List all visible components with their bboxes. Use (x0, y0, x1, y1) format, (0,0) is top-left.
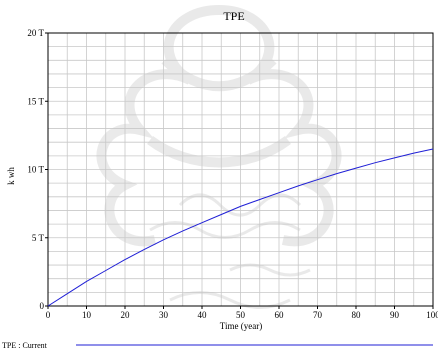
x-tick-label: 70 (313, 310, 323, 320)
y-tick-label: 15 T (27, 96, 44, 106)
x-tick-label: 20 (121, 310, 131, 320)
y-tick-label: 20 T (27, 28, 44, 38)
y-tick-label: 10 T (27, 165, 44, 175)
y-tick-label: 0 (40, 301, 45, 311)
y-axis-label: k wh (6, 167, 16, 185)
legend-label: TPE : Current (2, 341, 48, 350)
x-tick-label: 50 (236, 310, 246, 320)
series-layer (47, 148, 434, 307)
x-tick-label: 60 (275, 310, 285, 320)
x-tick-label: 100 (426, 310, 438, 320)
legend: TPE : Current (2, 341, 433, 350)
x-tick-label: 30 (159, 310, 169, 320)
x-tick-label: 40 (198, 310, 208, 320)
axes: 0 10 20 30 40 50 60 70 80 90 100 0 5 T 10 T 15 T 20 T (27, 28, 438, 320)
x-tick-label: 90 (390, 310, 400, 320)
x-tick-label: 80 (352, 310, 362, 320)
x-tick-label: 0 (46, 310, 51, 320)
x-tick-label: 10 (82, 310, 92, 320)
chart-title: TPE (223, 9, 244, 23)
y-tick-label: 5 T (32, 233, 45, 243)
x-axis-label: Time (year) (220, 321, 262, 331)
series-line (47, 148, 434, 307)
grid (48, 33, 433, 306)
